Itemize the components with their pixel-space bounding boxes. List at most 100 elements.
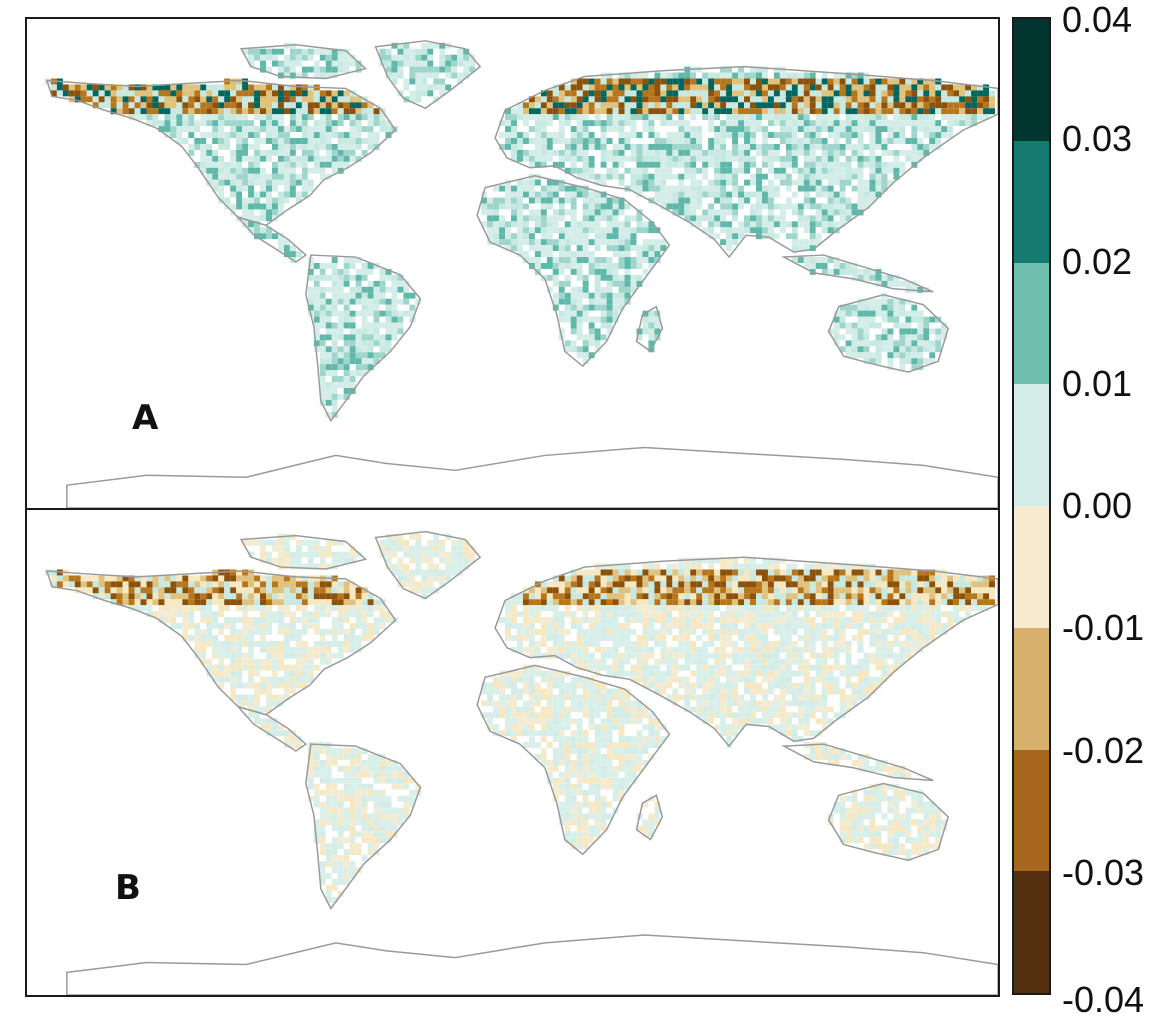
land-cell xyxy=(929,352,936,359)
land-cell xyxy=(761,96,768,103)
land-cell xyxy=(325,108,332,115)
land-cell xyxy=(606,581,613,588)
land-cell xyxy=(218,185,225,192)
land-cell xyxy=(588,340,595,347)
land-cell xyxy=(821,143,828,150)
land-cell xyxy=(289,599,296,606)
land-cell xyxy=(313,268,320,275)
land-cell xyxy=(361,126,368,133)
land-cell xyxy=(158,587,165,594)
land-cell xyxy=(594,138,601,144)
land-cell xyxy=(917,132,924,139)
land-cell xyxy=(905,161,912,168)
land-cell xyxy=(965,575,972,582)
land-cell xyxy=(690,84,697,91)
land-cell xyxy=(301,143,308,150)
land-cell xyxy=(773,155,780,162)
land-cell xyxy=(134,108,141,115)
land-cell xyxy=(744,209,751,216)
land-cell xyxy=(594,286,601,293)
land-cell xyxy=(761,575,768,582)
land-cell xyxy=(857,575,864,582)
land-cell xyxy=(349,316,356,323)
land-cell xyxy=(648,155,655,162)
land-cell xyxy=(194,114,201,121)
land-cell xyxy=(307,545,314,552)
land-cell xyxy=(797,227,804,234)
land-cell xyxy=(409,304,416,311)
land-cell xyxy=(684,587,691,594)
land-cell xyxy=(283,90,290,97)
land-cell xyxy=(630,155,637,162)
land-cell xyxy=(893,346,900,353)
land-cell xyxy=(343,316,350,323)
land-cell xyxy=(128,108,135,115)
land-cell xyxy=(409,72,416,79)
land-cell xyxy=(331,364,338,371)
land-cell xyxy=(863,346,870,353)
land-cell xyxy=(720,221,727,228)
land-cell xyxy=(917,346,924,353)
land-cell xyxy=(690,215,697,222)
land-cell xyxy=(714,605,721,612)
land-cell xyxy=(791,239,798,246)
land-cell xyxy=(325,54,332,61)
land-cell xyxy=(212,599,219,606)
land-cell xyxy=(534,126,541,133)
land-cell xyxy=(319,346,326,353)
land-cell xyxy=(600,310,607,317)
land-cell xyxy=(325,126,332,133)
land-cell xyxy=(182,611,189,618)
land-cell xyxy=(618,575,625,582)
land-cell xyxy=(678,126,685,133)
land-cell xyxy=(851,191,858,198)
land-cell xyxy=(254,551,261,558)
land-cell xyxy=(331,268,338,275)
land-cell xyxy=(738,593,745,600)
land-cell xyxy=(528,203,535,210)
land-cell xyxy=(283,203,290,210)
land-cell xyxy=(319,149,326,156)
land-cell xyxy=(260,185,267,192)
land-cell xyxy=(845,138,852,144)
land-cell xyxy=(499,233,506,240)
land-cell xyxy=(236,191,243,198)
land-cell xyxy=(594,84,601,91)
land-cell xyxy=(791,120,798,127)
land-cell xyxy=(696,90,703,97)
land-cell xyxy=(815,263,822,269)
land-cell xyxy=(785,569,792,576)
land-cell xyxy=(726,215,733,222)
land-cell xyxy=(875,108,882,115)
land-cell xyxy=(905,611,912,618)
land-cell xyxy=(588,593,595,600)
land-cell xyxy=(869,143,876,150)
land-cell xyxy=(779,203,786,210)
land-cell xyxy=(331,298,338,305)
land-cell xyxy=(875,611,882,618)
land-cell xyxy=(738,90,745,97)
land-cell xyxy=(218,132,225,139)
land-cell xyxy=(696,161,703,168)
land-cell xyxy=(582,617,589,624)
land-cell xyxy=(528,209,535,216)
land-cell xyxy=(397,563,404,570)
land-cell xyxy=(499,185,506,192)
land-cell xyxy=(319,126,326,133)
land-cell xyxy=(493,221,500,228)
land-cell xyxy=(266,605,272,612)
land-cell xyxy=(307,96,314,103)
land-cell xyxy=(606,96,613,103)
land-cell xyxy=(720,191,727,198)
land-cell xyxy=(361,274,368,281)
land-cell xyxy=(600,304,607,311)
land-cell xyxy=(809,605,816,612)
land-cell xyxy=(714,84,721,91)
land-cell xyxy=(684,96,691,103)
land-cell xyxy=(797,569,804,576)
land-cell xyxy=(182,138,189,144)
land-cell xyxy=(200,143,207,150)
land-cell xyxy=(600,593,607,600)
land-cell xyxy=(307,72,314,79)
land-cell xyxy=(319,557,326,564)
